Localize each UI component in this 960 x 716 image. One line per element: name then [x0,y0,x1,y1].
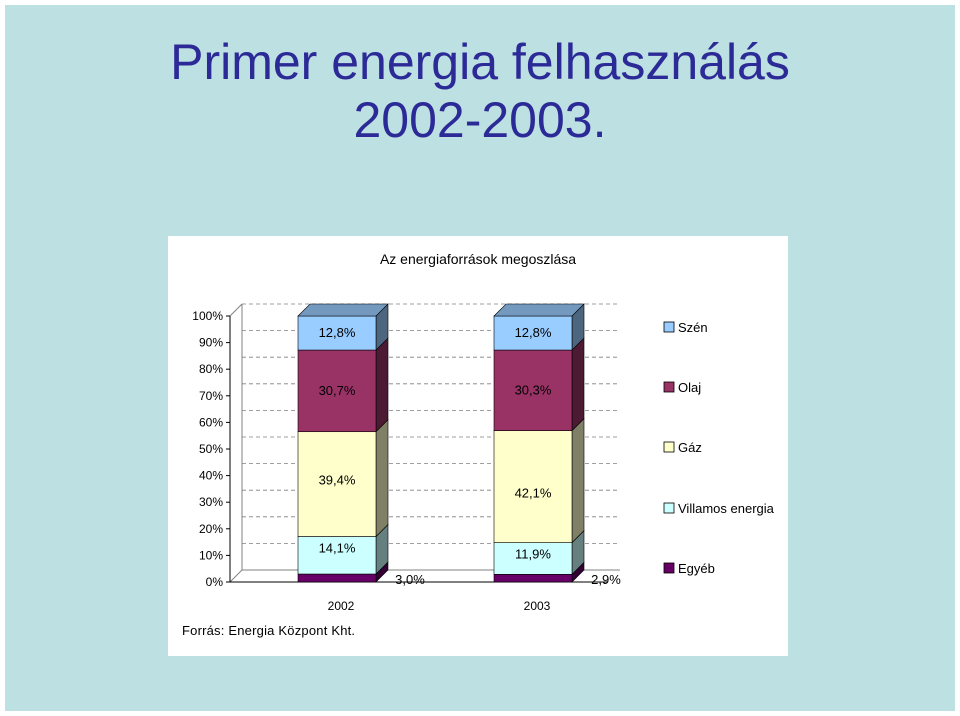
stacked-bar-chart: Az energiaforrások megoszlása 0% 10% 20% 30%… [192,251,775,613]
chart-title: Az energiaforrások megoszlása [380,251,576,267]
data-label: 3,0% [395,572,425,587]
slide-title: Primer energia felhasználás 2002-2003. [5,33,955,149]
legend-swatch-1 [663,381,675,393]
bar-segment-2002-1 [297,536,377,575]
data-label: 12,8% [319,325,356,340]
y-tick-label: 0% [206,575,224,589]
bar-segment-2002-2 [297,431,377,537]
data-label: 12,8% [515,325,552,340]
legend-swatch-4 [663,562,675,574]
legend-swatch-0 [663,321,675,333]
y-tick-label: 20% [199,522,223,536]
data-label: 39,4% [319,473,356,488]
data-label: 42,1% [515,486,552,501]
data-label: 14,1% [319,541,356,556]
slide-title-line2: 2002-2003. [353,92,607,148]
data-label: 2,9% [591,572,621,587]
bar-segment-2003-4 [493,315,573,351]
legend-label: Villamos energia [678,501,775,516]
wall-edge-top [229,303,243,317]
bar-segment-2002-3 [297,349,377,433]
legend-label: Olaj [678,380,701,395]
bar-side-2003 [571,337,585,432]
y-tick-label: 90% [199,336,223,350]
legend-label: Szén [678,320,708,335]
bar-side-2002 [375,418,389,538]
bar-segment-2003-3 [493,349,573,431]
y-tick-label: 70% [199,389,223,403]
data-label: 30,7% [319,383,356,398]
bar-side-2003 [571,417,585,544]
data-label: 11,9% [515,547,551,562]
chart-panel: Az energiaforrások megoszlása 0% 10% 20% 30%… [168,236,788,656]
bar-segment-2003-2 [493,430,573,543]
y-tick-label: 50% [199,442,223,456]
legend-label: Gáz [678,440,702,455]
legend-label: Egyéb [678,561,715,576]
bar-segment-2002-0 [297,573,377,583]
legend-swatch-3 [663,502,675,514]
bar-segment-2003-1 [493,542,573,575]
y-tick-label: 80% [199,362,223,376]
y-tick-label: 30% [199,495,223,509]
y-tick-label: 100% [192,309,223,323]
y-tick-label: 60% [199,415,223,429]
data-label: 30,3% [515,382,552,397]
x-tick-label: 2002 [328,599,355,613]
y-tick-label: 40% [199,469,223,483]
x-tick-label: 2003 [524,599,551,613]
legend-swatch-2 [663,441,675,453]
y-tick-label: 10% [199,548,223,562]
bar-segment-2002-4 [297,315,377,351]
bar-segment-2003-0 [493,573,573,583]
slide-title-line1: Primer energia felhasználás [170,34,790,90]
source-note: Forrás: Energia Központ Kht. [182,623,356,638]
bar-top-2003 [493,303,585,317]
bar-top-2002 [297,303,389,317]
bar-side-2002 [375,337,389,433]
floor-edge-left [229,569,243,583]
